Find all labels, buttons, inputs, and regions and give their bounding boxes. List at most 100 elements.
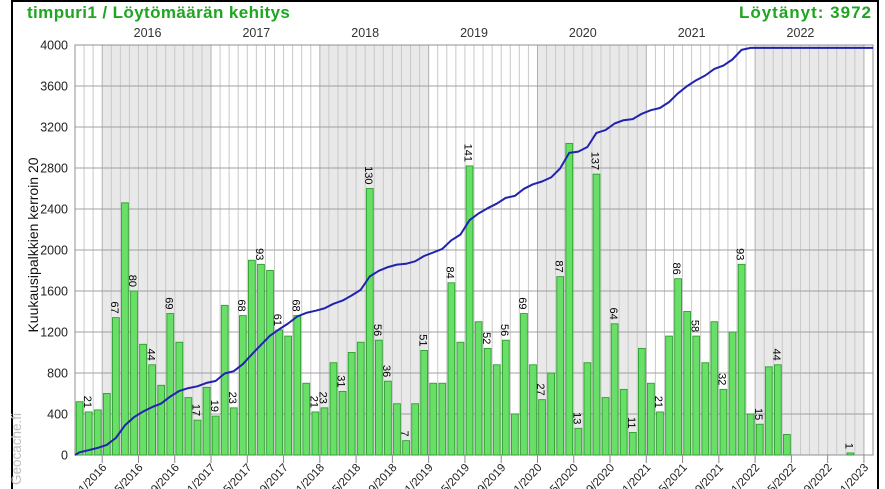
month-bar [311, 411, 320, 456]
month-bar [511, 413, 519, 456]
year-label: 2022 [787, 26, 815, 40]
month-bar [112, 317, 120, 456]
month-bar [746, 413, 755, 456]
month-bar [347, 352, 356, 456]
x-tick-label: 05/2016 [109, 462, 146, 489]
y-tick-label: 3200 [40, 121, 68, 135]
month-bar [628, 432, 637, 456]
bar-value-label: 21 [308, 396, 320, 408]
month-bar [384, 380, 392, 456]
bar-value-label: 36 [380, 365, 392, 377]
month-bar [456, 341, 465, 456]
frame-border-left [11, 0, 13, 489]
bar-value-label: 23 [226, 392, 238, 404]
bar-value-label: 56 [498, 324, 510, 336]
month-bar [492, 364, 501, 456]
month-bar [211, 415, 220, 456]
year-label: 2019 [460, 26, 488, 40]
month-bar [356, 341, 365, 456]
month-bar [130, 290, 138, 456]
month-bar [166, 313, 175, 456]
bar-value-label: 58 [688, 320, 700, 332]
month-bar [338, 391, 347, 456]
x-tick-label: 09/2020 [580, 462, 617, 489]
x-tick-label: 05/2022 [761, 462, 798, 489]
bar-value-label: 19 [208, 400, 220, 412]
month-bar [275, 329, 283, 456]
bar-value-label: 93 [734, 248, 746, 260]
month-bar [93, 409, 102, 456]
x-tick-label: 09/2022 [798, 462, 835, 489]
bar-value-label: 1 [843, 443, 855, 449]
bar-value-label: 15 [752, 408, 764, 420]
month-bar [692, 335, 701, 456]
y-tick-label: 400 [47, 408, 68, 422]
y-tick-label: 2000 [40, 244, 68, 258]
month-bar [402, 440, 410, 456]
month-bar [202, 386, 211, 456]
month-bar [501, 339, 510, 456]
month-bar [229, 407, 238, 456]
month-bar [556, 276, 565, 456]
y-tick-label: 1600 [40, 285, 68, 299]
month-bar [701, 362, 710, 456]
bar-value-label: 56 [371, 324, 383, 336]
month-bar [483, 347, 492, 456]
month-bar [302, 382, 311, 456]
y-tick-label: 3600 [40, 80, 68, 94]
x-tick-label: 01/2020 [508, 462, 545, 489]
month-bar [647, 382, 655, 456]
x-tick-label: 01/2017 [181, 462, 218, 489]
x-tick-label: 05/2017 [217, 462, 254, 489]
x-tick-label: 05/2018 [326, 462, 363, 489]
bar-value-label: 23 [317, 392, 329, 404]
month-bar [375, 339, 383, 456]
month-bar [529, 364, 537, 456]
found-count: Löytänyt: 3972 [738, 3, 872, 22]
month-bar [157, 384, 166, 456]
month-bar [728, 331, 737, 456]
month-bar [710, 321, 719, 456]
month-bar [764, 366, 773, 456]
month-bar [411, 403, 419, 456]
month-bar [220, 304, 229, 456]
bar-value-label: 51 [416, 334, 428, 346]
month-bar [447, 282, 456, 456]
month-bar [737, 263, 746, 456]
month-bar [184, 397, 193, 456]
month-bar [293, 315, 302, 456]
month-bar [148, 364, 156, 456]
bar-value-label: 17 [190, 404, 202, 416]
y-tick-label: 1200 [40, 326, 68, 340]
month-bar [583, 362, 592, 456]
month-bar [619, 388, 628, 456]
x-tick-label: 09/2019 [471, 462, 508, 489]
bar-value-label: 32 [716, 373, 728, 385]
x-tick-label: 09/2016 [145, 462, 182, 489]
bar-value-label: 44 [144, 349, 156, 361]
month-bar [574, 427, 583, 456]
month-bar [238, 315, 247, 456]
frame-border-top [11, 0, 879, 2]
month-bar [329, 362, 338, 456]
x-tick-label: 01/2019 [399, 462, 436, 489]
chart-canvas: 0 400 800 1200 1600 2000 2400 2800 3200 3600 4000 2… [9, 26, 874, 489]
year-label: 2020 [569, 26, 597, 40]
month-bar [592, 173, 601, 456]
month-bar [320, 407, 329, 456]
month-bar [365, 188, 374, 456]
month-bar [84, 411, 93, 456]
month-bar [284, 335, 293, 456]
y-tick-label: 2400 [40, 203, 68, 217]
x-tick-label: 09/2021 [689, 462, 726, 489]
page-title: timpuri1 / Löytömäärän kehitys [27, 3, 291, 22]
x-tick-label: 01/2018 [290, 462, 327, 489]
month-bar [637, 347, 646, 456]
month-bar [846, 452, 855, 456]
bar-value-label: 13 [570, 412, 582, 424]
y-tick-label: 4000 [40, 39, 68, 53]
bar-value-label: 64 [607, 308, 619, 320]
bar-value-label: 137 [589, 152, 601, 170]
watermark: Geocache.fi [9, 413, 24, 485]
month-bar [719, 388, 728, 456]
